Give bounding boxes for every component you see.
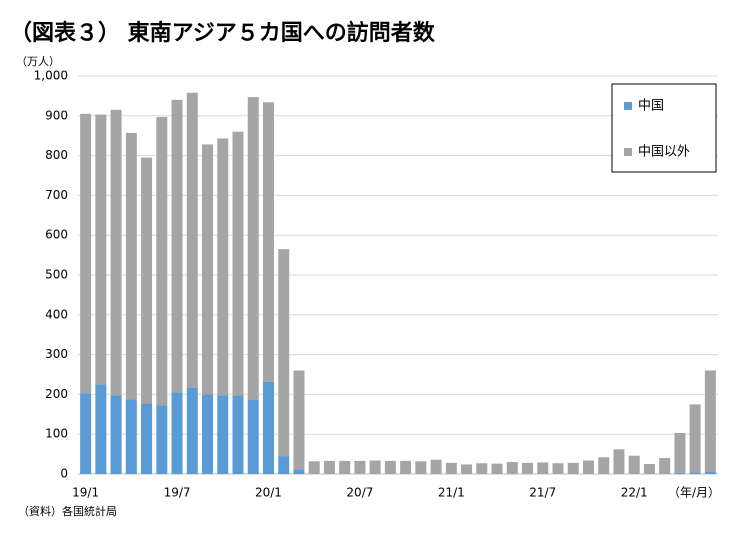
- bar-segment: [659, 458, 671, 474]
- bar-segment: [156, 116, 168, 406]
- x-tick-label: 19/7: [164, 486, 191, 500]
- legend-box: [611, 83, 717, 173]
- legend-swatch: [624, 102, 632, 110]
- bar-segment: [95, 114, 107, 385]
- bar-segment: [202, 144, 214, 395]
- y-tick-label: 300: [45, 347, 68, 361]
- chart-title: （図表３） 東南アジア５カ国への訪問者数: [10, 20, 436, 46]
- bar-segment: [689, 404, 701, 473]
- bar-segment: [567, 462, 579, 474]
- bar-segment: [552, 463, 564, 474]
- bar-segment: [95, 384, 107, 474]
- source: （資料）各国統計局: [18, 504, 117, 518]
- bar-segment: [171, 99, 183, 393]
- bar-segment: [582, 460, 594, 474]
- bar-segment: [217, 138, 229, 396]
- bar-segment: [323, 460, 335, 474]
- bar-segment: [628, 455, 640, 474]
- bar-segment: [674, 433, 686, 473]
- bar-segment: [339, 460, 351, 474]
- bar-segment: [491, 463, 503, 474]
- legend-label: 中国以外: [638, 145, 690, 160]
- legend-label: 中国: [638, 99, 664, 114]
- bar-segment: [232, 395, 244, 474]
- bar-segment: [674, 472, 686, 474]
- bar-segment: [247, 97, 259, 400]
- bar-segment: [293, 370, 305, 470]
- y-tick-label: 900: [45, 108, 68, 122]
- bar-segment: [613, 449, 625, 474]
- bar-segment: [354, 460, 366, 474]
- x-tick-label: 20/1: [255, 486, 282, 500]
- bar-segment: [110, 109, 122, 396]
- bar-segment: [202, 394, 214, 474]
- bar-segment: [217, 395, 229, 474]
- y-tick-label: 800: [45, 148, 68, 162]
- bar-segment: [461, 464, 473, 474]
- bar-segment: [415, 461, 427, 474]
- y-tick-label: 500: [45, 268, 68, 282]
- bar-segment: [141, 403, 153, 474]
- y-tick-label: 200: [45, 387, 68, 401]
- bar-segment: [384, 460, 396, 474]
- bar-segment: [704, 370, 716, 473]
- bar-segment: [430, 459, 442, 474]
- x-tick-label: 21/1: [438, 486, 465, 500]
- bar-segment: [232, 131, 244, 396]
- bar-segment: [369, 460, 381, 474]
- bar-segment: [156, 405, 168, 474]
- bar-segment: [80, 393, 92, 474]
- legend-swatch: [624, 148, 632, 156]
- bar-segment: [186, 387, 198, 474]
- bar-segment: [598, 457, 610, 474]
- y-tick-label: 600: [45, 228, 68, 242]
- bar-segment: [186, 92, 198, 388]
- bar-segment: [171, 392, 183, 474]
- bar-segment: [125, 399, 137, 474]
- bar-segment: [522, 462, 534, 474]
- bar-segment: [110, 395, 122, 474]
- bar-segment: [537, 462, 549, 474]
- x-tick-label: 21/7: [529, 486, 556, 500]
- bar-segment: [308, 461, 320, 474]
- x-axis-label: （年/月）: [668, 486, 720, 500]
- bar-segment: [125, 132, 137, 400]
- x-tick-label: 20/7: [346, 486, 373, 500]
- y-tick-label: 100: [45, 427, 68, 441]
- bar-segment: [704, 472, 716, 474]
- y-tick-label: 0: [60, 467, 68, 481]
- bar-segment: [278, 456, 290, 474]
- bar-segment: [278, 249, 290, 457]
- bar-segment: [293, 469, 305, 474]
- bar-segment: [262, 381, 274, 474]
- y-tick-label: 700: [45, 188, 68, 202]
- bar-segment: [506, 462, 518, 474]
- y-axis-label: （万人）: [16, 55, 60, 68]
- y-tick-label: 1,000: [34, 69, 68, 83]
- bar-segment: [445, 462, 457, 474]
- bar-segment: [247, 399, 259, 474]
- y-tick-label: 400: [45, 307, 68, 321]
- bar-segment: [476, 463, 488, 474]
- bar-segment: [400, 460, 412, 474]
- bar-segment: [643, 464, 655, 474]
- x-tick-label: 19/1: [72, 486, 99, 500]
- bar-segment: [689, 472, 701, 474]
- x-tick-label: 22/1: [621, 486, 648, 500]
- bar-segment: [80, 113, 92, 394]
- bar-segment: [262, 102, 274, 382]
- bar-segment: [141, 157, 153, 404]
